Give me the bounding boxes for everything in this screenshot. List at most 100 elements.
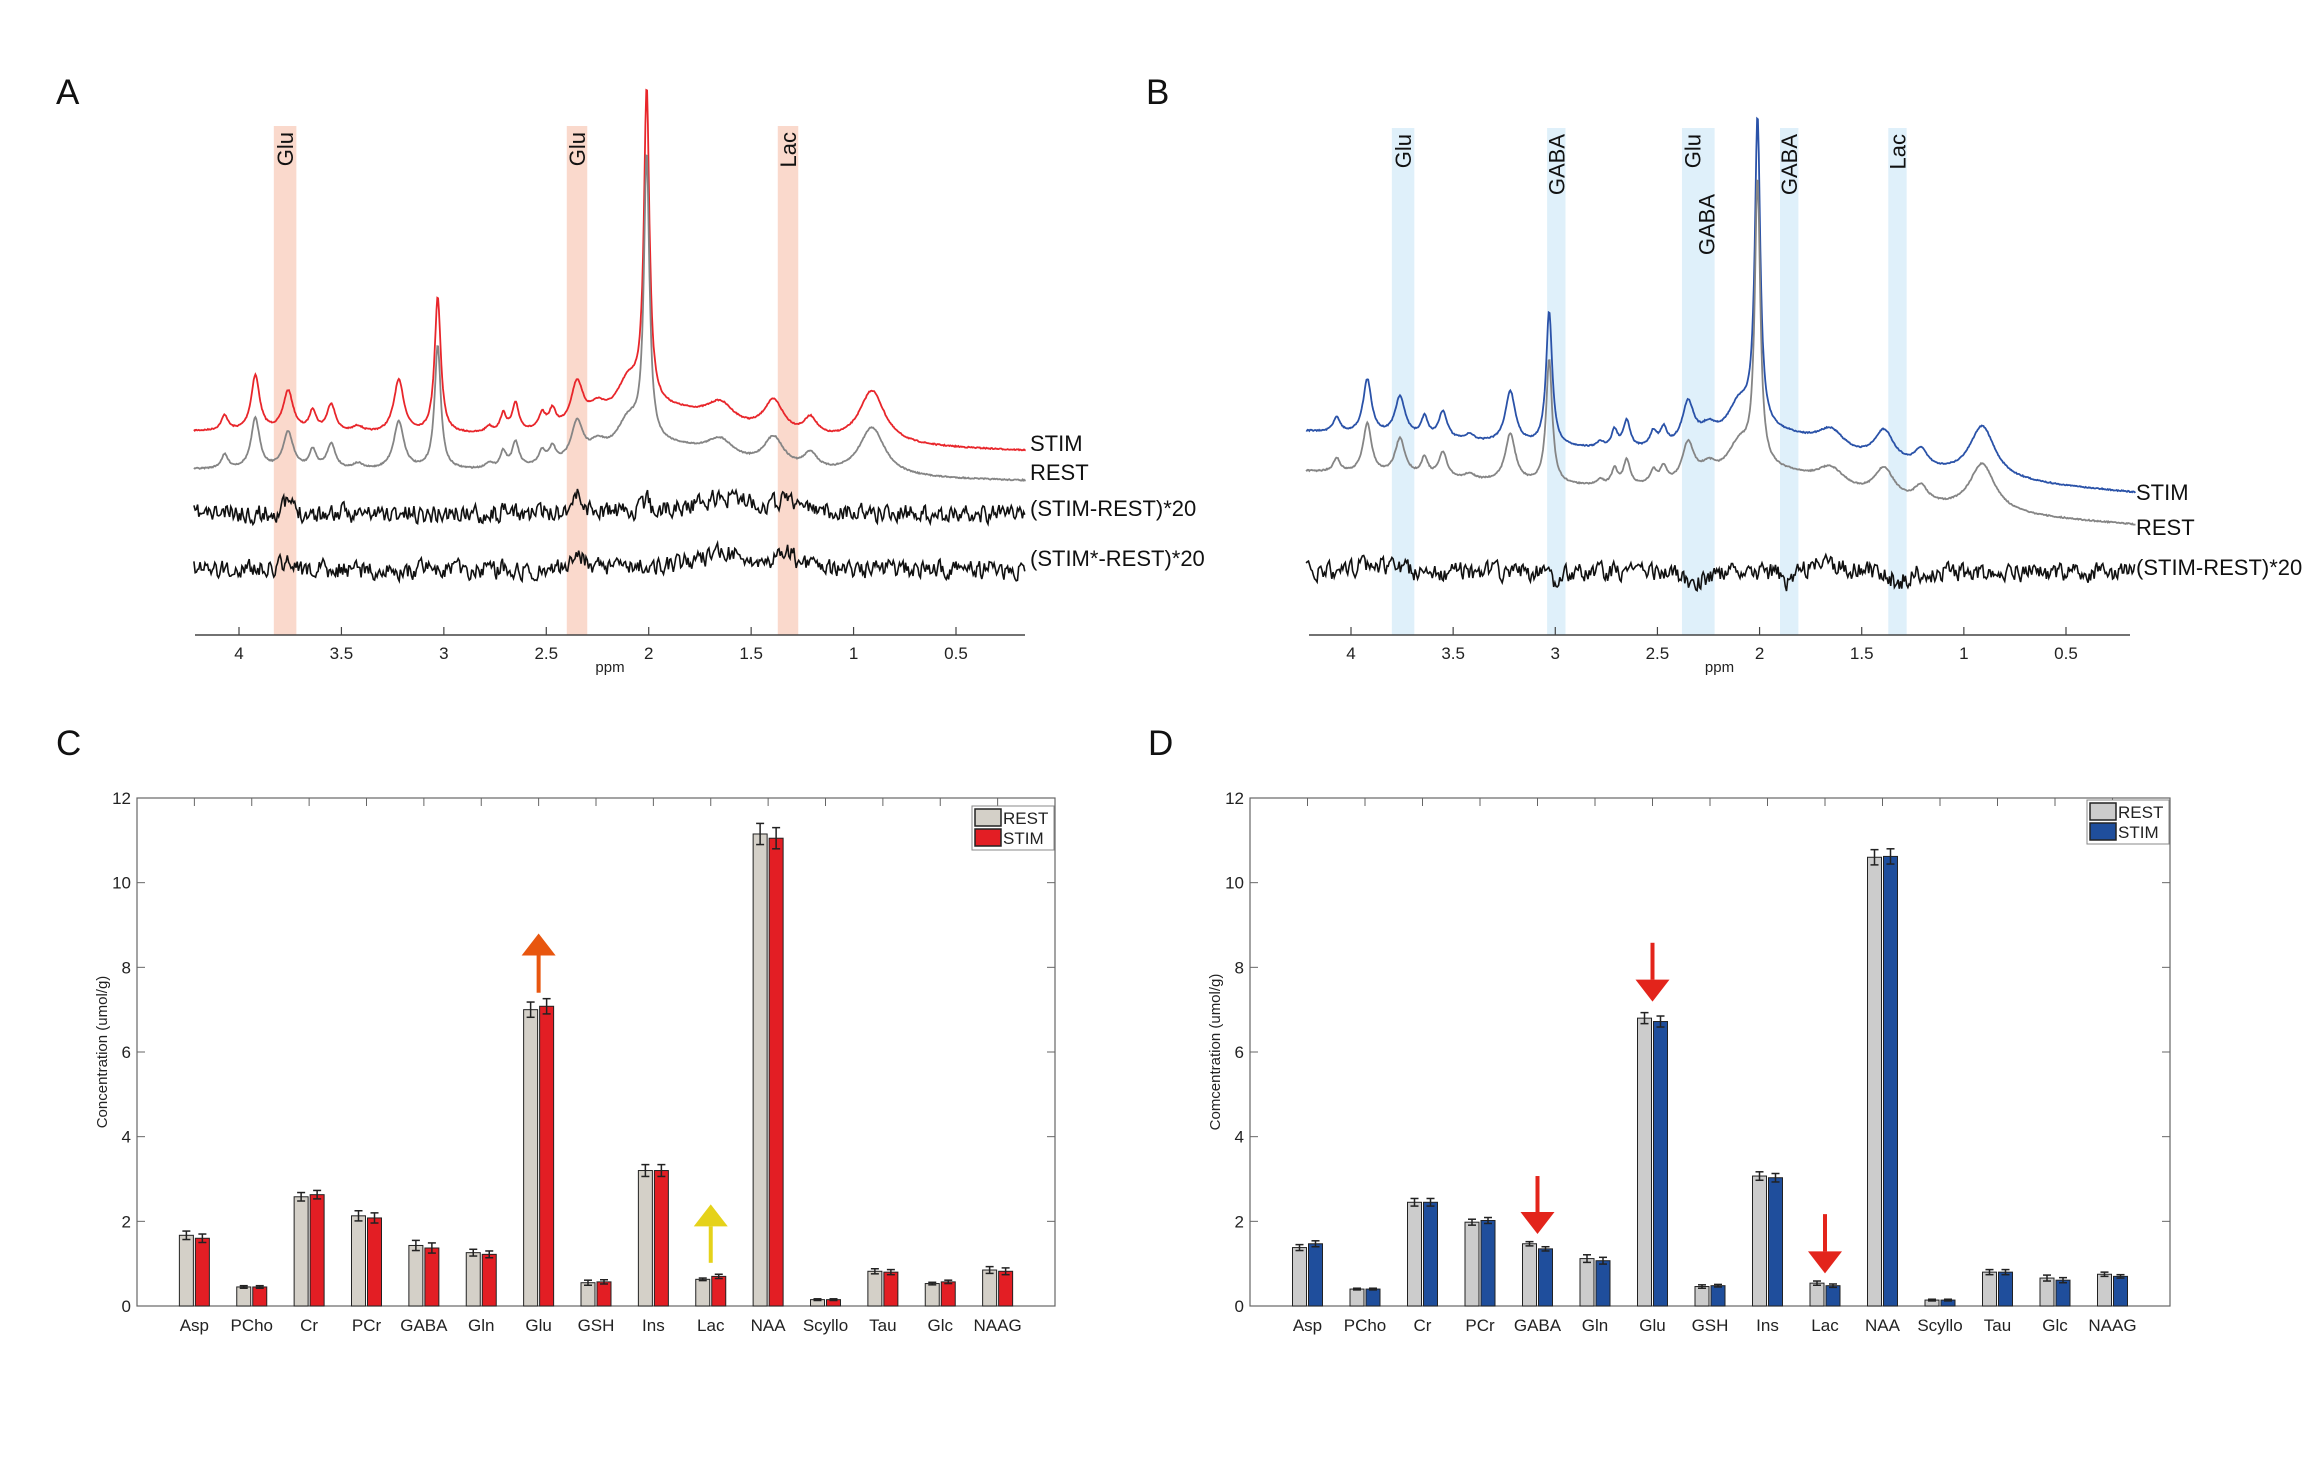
band-label: Glu <box>273 132 298 166</box>
x-tick-label: NAAG <box>974 1316 1022 1335</box>
band-label: Glu <box>1680 134 1705 168</box>
x-tick-label: PCho <box>230 1316 273 1335</box>
bar-stim-cr <box>1423 1201 1438 1307</box>
bar-rest-glu <box>523 1009 539 1307</box>
band-label: GABA <box>1544 134 1569 195</box>
trace-rest <box>1305 179 2136 526</box>
y-tick-label: 0 <box>122 1297 131 1316</box>
bar-stim-gaba <box>424 1247 440 1307</box>
bar-rest-gsh <box>1694 1286 1710 1307</box>
annotation-arrow-head <box>693 1204 728 1227</box>
legend-label: REST <box>1003 809 1048 828</box>
bar-stim-gsh <box>596 1281 612 1307</box>
highlight-band <box>1547 128 1566 635</box>
bar-rest-glc <box>2039 1277 2055 1307</box>
x-tick-label: Scyllo <box>803 1316 848 1335</box>
x-tick-label: 1 <box>849 644 858 663</box>
y-axis-title: Concentration (umol/g) <box>94 976 111 1129</box>
x-tick-label: 3 <box>439 644 448 663</box>
x-tick-label: Glu <box>525 1316 551 1335</box>
x-tick-label: Ins <box>642 1316 665 1335</box>
trace-label: STIM <box>2136 480 2189 505</box>
y-tick-label: 12 <box>1225 789 1244 808</box>
bar-stim-gsh <box>1710 1285 1726 1307</box>
x-tick-label: Tau <box>869 1316 896 1335</box>
bar-rest-glu <box>1637 1017 1652 1307</box>
y-tick-label: 10 <box>1225 874 1244 893</box>
x-tick-label: 0.5 <box>944 644 968 663</box>
highlight-band <box>1681 128 1715 635</box>
y-tick-label: 0 <box>1235 1297 1244 1316</box>
x-tick-label: PCr <box>352 1316 382 1335</box>
x-tick-label: 2 <box>644 644 653 663</box>
bar-stim-gln <box>1595 1260 1611 1307</box>
y-tick-label: 8 <box>1235 958 1244 977</box>
bar-rest-lac <box>695 1278 711 1307</box>
trace--stim-rest- <box>193 539 1026 584</box>
trace-label: STIM <box>1030 431 1083 456</box>
band-label: Lac <box>776 132 801 167</box>
bar-rest-gsh <box>580 1282 596 1307</box>
x-tick-label: 2.5 <box>534 644 558 663</box>
bar-rest-pcr <box>1464 1221 1480 1307</box>
bar-stim-glc <box>2055 1279 2071 1307</box>
bar-stim-tau <box>883 1271 899 1307</box>
bar-rest-cr <box>1407 1201 1422 1307</box>
legend-swatch <box>2089 802 2117 821</box>
x-tick-label: Scyllo <box>1917 1316 1962 1335</box>
bar-rest-gln <box>465 1252 481 1307</box>
bar-stim-gaba <box>1538 1248 1553 1307</box>
x-tick-label: Asp <box>180 1316 209 1335</box>
bar-rest-pcho <box>236 1286 252 1307</box>
x-tick-label: NAAG <box>2088 1316 2136 1335</box>
y-tick-label: 10 <box>112 874 131 893</box>
band-label: Glu <box>565 132 590 166</box>
bar-stim-lac <box>711 1275 727 1307</box>
x-axis-title: ppm <box>595 659 624 676</box>
trace--stim-rest- <box>1305 552 2136 593</box>
bar-stim-ins <box>653 1170 669 1307</box>
x-tick-label: GABA <box>1514 1316 1562 1335</box>
annotation-arrow-head <box>1635 979 1670 1002</box>
highlight-band <box>1780 128 1799 635</box>
trace-label: REST <box>2136 515 2195 540</box>
trace--stim-rest- <box>193 487 1026 527</box>
x-tick-label: Glc <box>2042 1316 2068 1335</box>
bar-rest-pcr <box>351 1215 366 1307</box>
trace-rest <box>193 154 1026 483</box>
trace-label: (STIM-REST)*20 <box>1030 496 1196 521</box>
x-tick-label: Asp <box>1293 1316 1322 1335</box>
bar-rest-pcho <box>1349 1288 1365 1307</box>
x-tick-label: 1.5 <box>739 644 763 663</box>
band-label: GABA <box>1694 194 1719 255</box>
y-tick-label: 4 <box>1235 1128 1244 1147</box>
bar-rest-lac <box>1809 1282 1825 1307</box>
x-tick-label: GSH <box>1692 1316 1729 1335</box>
bar-stim-lac <box>1825 1285 1841 1307</box>
x-tick-label: Lac <box>1811 1316 1839 1335</box>
band-label: GABA <box>1777 134 1802 195</box>
bar-chart-d: 0 2 4 6 8 10 12 Comcentration (umol/g) Asp PCho Cr… <box>1207 789 2171 1335</box>
x-tick-label: Gln <box>1582 1316 1608 1335</box>
y-tick-label: 2 <box>122 1212 131 1231</box>
annotation-arrow-head <box>1520 1212 1555 1235</box>
band-label: Lac <box>1885 134 1910 169</box>
x-tick-label: PCho <box>1344 1316 1387 1335</box>
bar-stim-glu <box>539 1005 555 1307</box>
legend-swatch <box>2089 822 2117 841</box>
bar-stim-naag <box>998 1270 1014 1307</box>
x-tick-label: NAA <box>751 1316 787 1335</box>
legend-swatch <box>974 808 1002 827</box>
bar-rest-ins <box>637 1170 653 1307</box>
x-tick-label: Tau <box>1984 1316 2011 1335</box>
x-tick-label: 0.5 <box>2054 644 2078 663</box>
bar-rest-ins <box>1752 1175 1767 1307</box>
x-tick-label: 4 <box>1346 644 1355 663</box>
x-tick-label: Gln <box>468 1316 494 1335</box>
y-tick-label: 2 <box>1235 1212 1244 1231</box>
x-tick-label: 3.5 <box>330 644 354 663</box>
y-axis-title: Comcentration (umol/g) <box>1207 974 1224 1131</box>
bar-rest-naag <box>2097 1273 2112 1307</box>
annotation-arrow-head <box>521 933 556 956</box>
bar-stim-naa <box>1883 855 1898 1307</box>
